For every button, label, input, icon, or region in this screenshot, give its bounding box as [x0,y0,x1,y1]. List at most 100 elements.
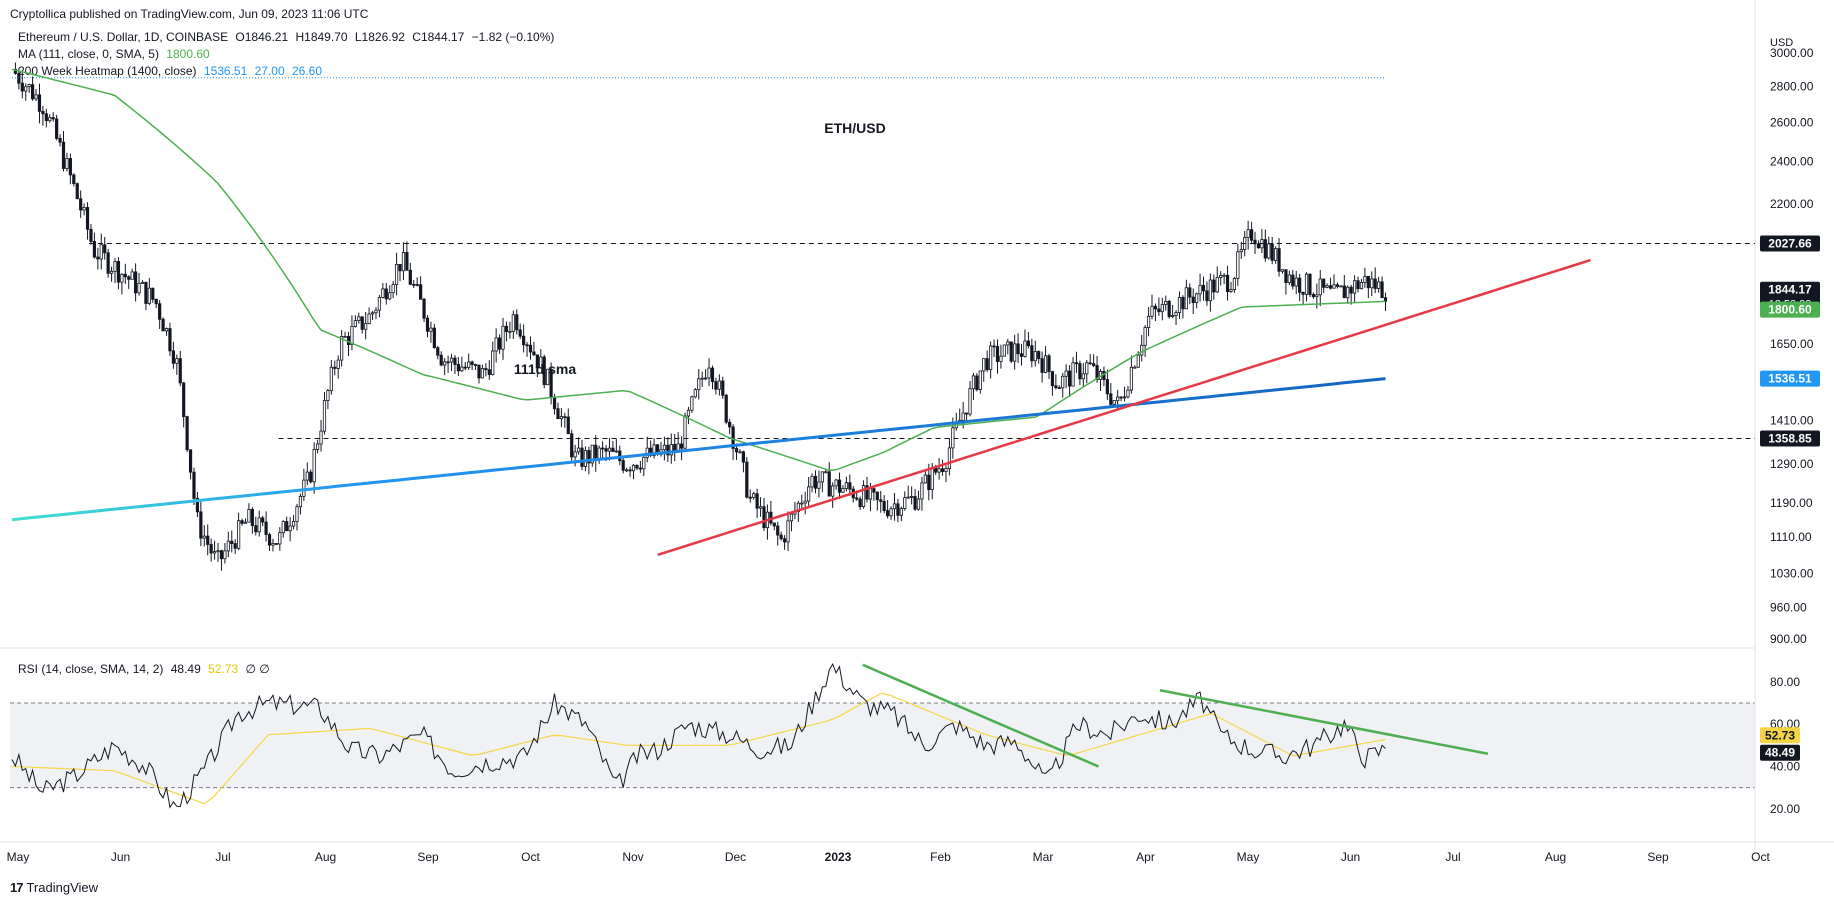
candle-body [1160,304,1164,313]
candle-body [116,261,121,283]
candle-body [982,358,986,372]
candle-body [55,118,59,139]
rsi-band [10,702,1755,788]
tradingview-brand: TradingView [26,880,99,895]
candle-body [1050,371,1055,387]
rsi-sma-badge: 52.73 [1765,728,1795,742]
tradingview-footer[interactable]: 17 TradingView [10,880,98,895]
candle-body [899,508,903,516]
candle-body [1342,285,1346,299]
resistance-price-label: 2027.66 [1768,237,1812,251]
candle-body [1095,365,1099,380]
candle-body [188,449,193,473]
price-tick-label: 1190.00 [1770,496,1813,510]
candle-body [127,276,131,280]
candle-body [79,198,83,211]
candle-body [810,475,814,488]
candle-body [305,471,309,481]
candle-body [1205,290,1209,302]
candle-body [460,366,464,372]
candle-body [109,270,114,274]
candle-body [291,521,296,527]
candle-body [161,318,165,332]
support-price-label-bg [1760,430,1820,447]
rsi-legend[interactable]: RSI (14, close, SMA, 14, 2) 48.49 52.73 … [18,662,274,676]
candle-body [1009,341,1013,362]
candle-body [34,94,38,100]
candle-body [683,415,687,449]
candle-body [147,287,151,304]
candle-body [209,544,213,554]
last-price-label: 1844.17 [1768,283,1812,297]
candle-body [1043,355,1048,373]
heatmap-legend[interactable]: 200 Week Heatmap (1400, close) 1536.51 2… [18,64,326,78]
candle-body [662,444,667,451]
candle-body [1040,358,1044,373]
candle-body [916,498,921,510]
support-trendline[interactable] [657,258,1591,556]
ma-legend[interactable]: MA (111, close, 0, SMA, 5) 1800.60 [18,47,214,61]
candle-body [422,298,426,319]
open-value: O1846.21 [235,30,289,44]
time-tick-label: Jul [1445,850,1460,864]
ma-label: MA (111, close, 0, SMA, 5) [18,47,159,61]
candle-body [168,328,172,352]
candle-body [858,498,862,507]
time-tick-label: Sep [1647,850,1669,864]
candle-body [394,263,399,285]
candle-body [1225,274,1230,292]
candle-body [364,323,368,330]
candle-body [776,525,780,536]
candle-body [1177,296,1182,313]
sma-annotation: 111d sma [514,361,576,377]
candle-body [631,464,636,472]
candle-body [1067,370,1072,387]
time-tick-label: Jun [111,850,130,864]
candle-body [923,474,927,484]
candle-body [453,357,457,365]
candle-body [542,356,546,386]
heatmap-200w-line[interactable] [11,377,1386,522]
candle-body [281,521,285,534]
price-tick-label: 1110.00 [1770,530,1812,544]
candle-body [837,479,842,493]
candle-body [525,344,529,347]
rsi-trendline-2[interactable] [1159,689,1489,755]
candle-body [72,174,76,185]
rsi-sma-line[interactable] [11,692,1386,805]
candle-body [264,521,268,535]
candle-body [1253,239,1257,245]
ma-111-line[interactable] [11,68,1386,472]
candle-body [1263,239,1267,259]
candle-body [219,550,224,560]
candle-body [504,325,509,333]
candle-body [872,488,876,493]
time-tick-label: Jul [215,850,230,864]
candle-body [508,330,512,333]
candle-body [789,513,794,522]
candle-body [1277,248,1281,272]
candle-body [480,368,485,379]
candle-body [868,488,873,500]
candle-body [322,400,327,432]
rsi-value-badge: 48.49 [1765,746,1795,760]
price-tick-label: 2400.00 [1770,154,1814,168]
candle-body [1109,393,1113,405]
candle-body [384,288,388,300]
candle-body [58,138,62,143]
rsi-label: RSI (14, close, SMA, 14, 2) [18,662,164,676]
candle-body [1198,284,1202,295]
candle-body [734,448,739,453]
rsi-trendline-1[interactable] [862,663,1099,768]
candle-body [175,358,179,364]
candle-body [951,427,955,449]
candle-body [906,496,910,499]
ma-value: 1800.60 [166,47,210,61]
candle-body [892,503,897,510]
candle-body [27,84,31,88]
candle-body [278,532,282,545]
tradingview-logo-icon: 17 [10,880,24,895]
rsi-line[interactable] [11,662,1386,809]
candle-body [1006,341,1010,346]
